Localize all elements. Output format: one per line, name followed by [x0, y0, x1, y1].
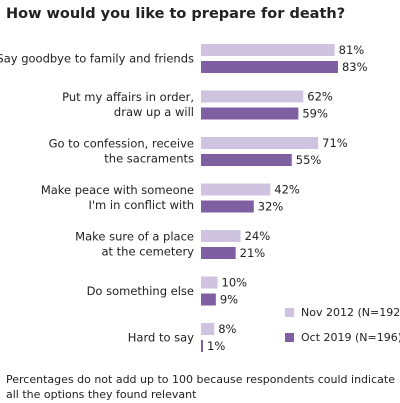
legend-label-2012: Nov 2012 (N=192) — [301, 305, 400, 319]
category-label: Go to confession, receive the sacraments — [49, 137, 194, 166]
category-label: Make sure of a place at the cemetery — [75, 230, 194, 259]
bar-2019 — [201, 61, 338, 73]
data-label: 9% — [220, 293, 238, 307]
legend-label-2019: Oct 2019 (N=196) — [301, 330, 400, 344]
category-label: Hard to say — [128, 331, 194, 345]
bar-2012 — [201, 137, 319, 149]
bar-2012 — [201, 90, 304, 103]
bar-2019 — [201, 293, 216, 306]
data-label: 59% — [302, 107, 328, 121]
data-label: 42% — [274, 183, 300, 197]
bar-2012 — [201, 323, 215, 335]
legend-item-2019: Oct 2019 (N=196) — [285, 330, 400, 344]
data-label: 1% — [207, 339, 225, 353]
bar-2012 — [201, 230, 241, 242]
bar-2019 — [201, 200, 254, 213]
bar-2019 — [201, 340, 203, 352]
legend-swatch-2019 — [285, 332, 294, 342]
legend-item-2012: Nov 2012 (N=192) — [285, 305, 400, 319]
category-label: Say goodbye to family and friends — [0, 52, 194, 66]
bar-2019 — [201, 107, 299, 120]
data-label: 21% — [240, 246, 266, 260]
bar-2019 — [201, 247, 236, 259]
chart-title: How would you like to prepare for death? — [6, 6, 346, 22]
data-label: 55% — [296, 153, 322, 167]
data-label: 8% — [218, 322, 236, 336]
bar-2012 — [201, 183, 271, 196]
chart-footnote: Percentages do not add up to 100 because… — [6, 373, 395, 401]
bar-2019 — [201, 154, 292, 166]
category-label: Put my affairs in order, draw up a will — [62, 90, 194, 119]
bar-2012 — [201, 44, 335, 56]
data-label: 62% — [307, 90, 333, 104]
data-label: 10% — [222, 276, 248, 290]
bar-chart: Say goodbye to family and friends 81% 83% P… — [0, 43, 368, 353]
data-label: 24% — [245, 229, 271, 243]
data-label: 32% — [258, 200, 284, 214]
bar-2012 — [201, 276, 218, 289]
data-label: 83% — [342, 60, 368, 74]
data-label: 81% — [339, 43, 365, 57]
chart-legend: Nov 2012 (N=192) Oct 2019 (N=196) — [285, 305, 400, 355]
category-label: Make peace with someone I'm in conflict w… — [41, 183, 194, 212]
data-label: 71% — [322, 136, 348, 150]
legend-swatch-2012 — [285, 307, 294, 317]
category-label: Do something else — [87, 284, 194, 298]
